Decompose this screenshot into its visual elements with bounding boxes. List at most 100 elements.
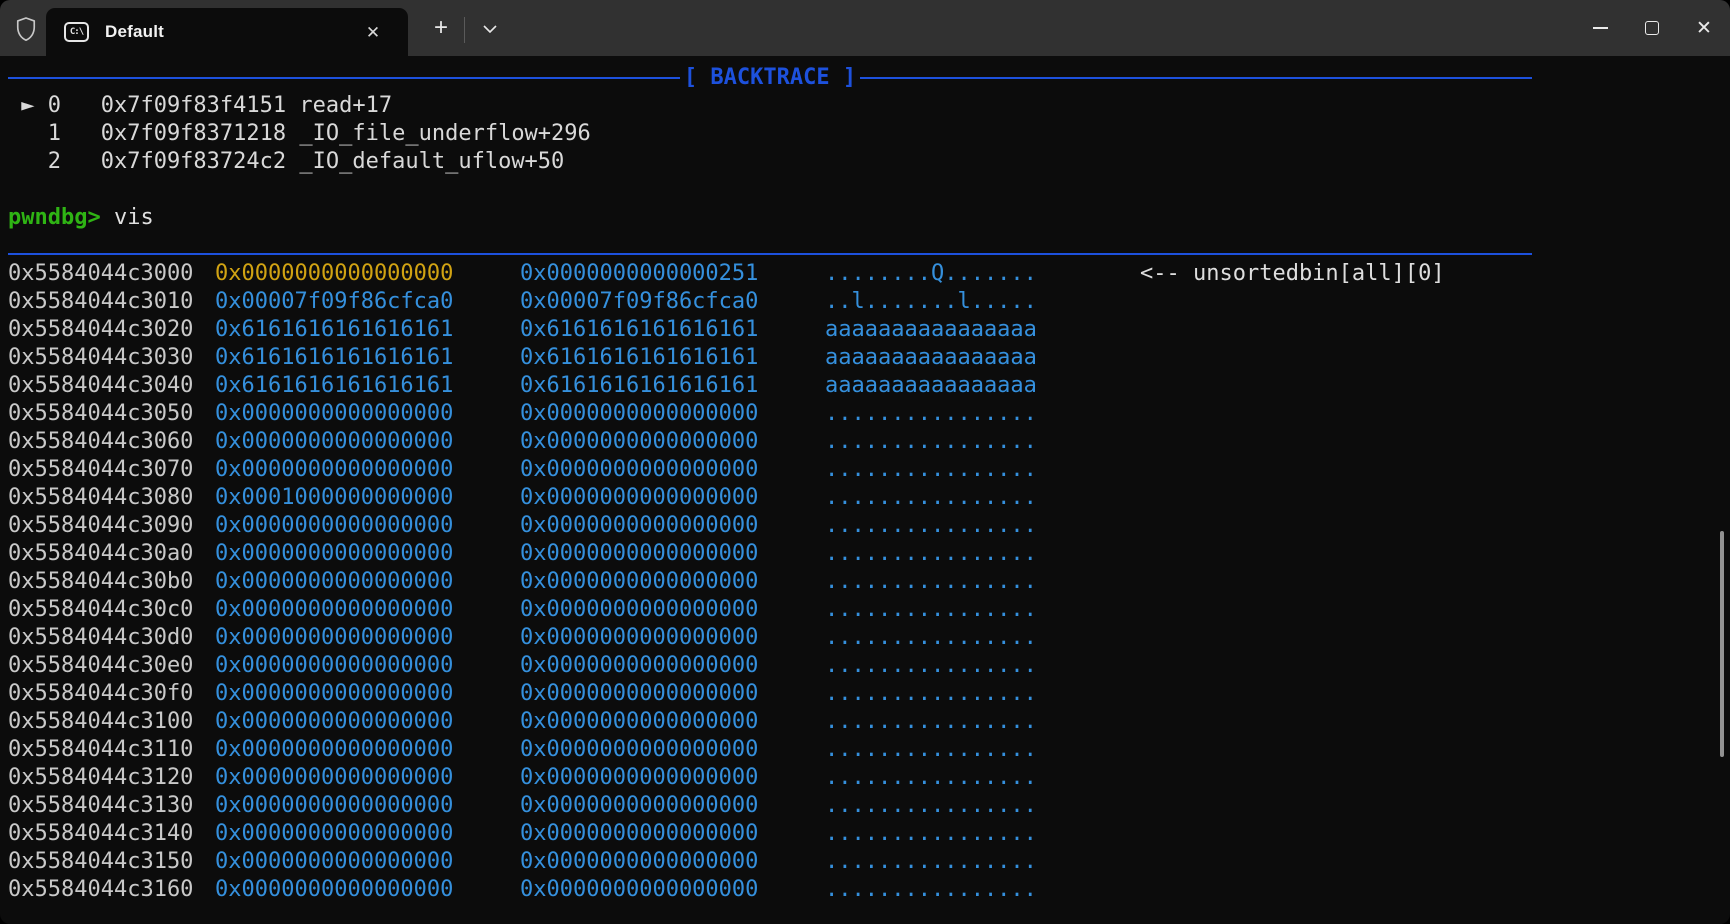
prompt-label: pwndbg> [8,205,101,230]
minimize-button[interactable] [1574,0,1626,56]
new-tab-button[interactable]: + [433,14,448,41]
heap-value-2: 0x0000000000000000 [520,457,759,482]
backtrace-header-label: [ BACKTRACE ] [683,65,857,90]
heap-ascii: ................ [825,457,1037,482]
heap-value-1: 0x0000000000000000 [215,541,454,566]
heap-value-1: 0x0000000000000000 [215,653,454,678]
tab-default[interactable]: C:\ Default ✕ [46,8,408,56]
heap-row: 0x5584044c3140 0x0000000000000000 0x000000… [8,820,1730,848]
backtrace-frame: ► 0 0x7f09f83f4151 read+17 [8,93,393,118]
heap-value-1: 0x0001000000000000 [215,485,454,510]
window-controls: ✕ [1574,0,1730,56]
heap-value-1: 0x0000000000000000 [215,681,454,706]
heap-address: 0x5584044c3010 [8,289,194,314]
backtrace-frames: ► 0 0x7f09f83f4151 read+17 1 0x7f09f8371… [8,92,1730,176]
heap-value-1: 0x0000000000000000 [215,457,454,482]
heap-value-1: 0x6161616161616161 [215,317,454,342]
heap-row: 0x5584044c30b0 0x0000000000000000 0x000000… [8,568,1730,596]
terminal-content[interactable]: [ BACKTRACE ] ► 0 0x7f09f83f4151 read+17… [0,56,1730,924]
heap-value-2: 0x0000000000000251 [520,261,759,286]
heap-row: 0x5584044c3030 0x6161616161616161 0x616161… [8,344,1730,372]
prompt-row[interactable]: pwndbg> vis [8,204,1730,232]
backtrace-frame: 1 0x7f09f8371218 _IO_file_underflow+296 [8,121,591,146]
heap-ascii: ................ [825,737,1037,762]
heap-row: 0x5584044c3120 0x0000000000000000 0x000000… [8,764,1730,792]
heap-row: 0x5584044c3070 0x0000000000000000 0x000000… [8,456,1730,484]
heap-row: 0x5584044c3010 0x00007f09f86cfca0 0x00007f… [8,288,1730,316]
heap-address: 0x5584044c3030 [8,345,194,370]
heap-ascii: ................ [825,793,1037,818]
heap-ascii: ................ [825,877,1037,902]
chevron-down-icon [483,25,497,33]
heap-value-2: 0x0000000000000000 [520,401,759,426]
heap-value-1: 0x0000000000000000 [215,429,454,454]
heap-address: 0x5584044c30f0 [8,681,194,706]
titlebar: C:\ Default ✕ + ✕ [0,0,1730,56]
command-prompt-icon: C:\ [64,22,89,42]
heap-value-1: 0x0000000000000000 [215,513,454,538]
heap-row: 0x5584044c3000 0x0000000000000000 0x000000… [8,260,1730,288]
scrollbar-thumb[interactable] [1720,531,1724,757]
heap-value-2: 0x0000000000000000 [520,653,759,678]
heap-value-1: 0x0000000000000000 [215,821,454,846]
heap-row: 0x5584044c3100 0x0000000000000000 0x000000… [8,708,1730,736]
heap-rows: 0x5584044c3000 0x0000000000000000 0x000000… [8,260,1730,904]
tab-dropdown-button[interactable] [474,14,506,44]
heap-row: 0x5584044c30c0 0x0000000000000000 0x000000… [8,596,1730,624]
heap-row: 0x5584044c3050 0x0000000000000000 0x000000… [8,400,1730,428]
heap-value-2: 0x0000000000000000 [520,737,759,762]
separator-line [8,253,1532,255]
heap-value-2: 0x0000000000000000 [520,709,759,734]
maximize-button[interactable] [1626,0,1678,56]
close-icon: ✕ [1696,17,1712,39]
titlebar-divider [464,17,465,43]
tab-close-icon[interactable]: ✕ [365,23,381,42]
close-button[interactable]: ✕ [1678,0,1730,56]
heap-row: 0x5584044c3150 0x0000000000000000 0x000000… [8,848,1730,876]
heap-ascii: ................ [825,485,1037,510]
heap-ascii: ........Q....... [825,261,1037,286]
heap-address: 0x5584044c30b0 [8,569,194,594]
heap-address: 0x5584044c3110 [8,737,194,762]
heap-ascii: ................ [825,625,1037,650]
heap-row: 0x5584044c3040 0x6161616161616161 0x616161… [8,372,1730,400]
heap-address: 0x5584044c30a0 [8,541,194,566]
heap-ascii: ................ [825,569,1037,594]
heap-ascii: ................ [825,401,1037,426]
backtrace-header: [ BACKTRACE ] [8,64,1532,92]
heap-value-1: 0x0000000000000000 [215,569,454,594]
heap-value-2: 0x0000000000000000 [520,597,759,622]
heap-value-2: 0x00007f09f86cfca0 [520,289,759,314]
blank-line [8,232,1730,260]
heap-row: 0x5584044c3090 0x0000000000000000 0x000000… [8,512,1730,540]
heap-address: 0x5584044c3000 [8,261,194,286]
heap-row: 0x5584044c3060 0x0000000000000000 0x000000… [8,428,1730,456]
heap-value-1: 0x0000000000000000 [215,597,454,622]
heap-ascii: ................ [825,653,1037,678]
heap-value-1: 0x0000000000000000 [215,849,454,874]
heap-value-2: 0x0000000000000000 [520,625,759,650]
backtrace-header-line-left [8,77,680,79]
heap-ascii: ................ [825,765,1037,790]
heap-value-1: 0x0000000000000000 [215,261,454,286]
tab-title: Default [105,22,165,41]
heap-address: 0x5584044c3140 [8,821,194,846]
backtrace-frame: 2 0x7f09f83724c2 _IO_default_uflow+50 [8,149,565,174]
heap-ascii: ................ [825,821,1037,846]
heap-value-1: 0x0000000000000000 [215,625,454,650]
heap-value-2: 0x0000000000000000 [520,485,759,510]
heap-address: 0x5584044c3160 [8,877,194,902]
admin-shield-icon [10,14,42,44]
heap-value-1: 0x6161616161616161 [215,373,454,398]
heap-address: 0x5584044c3050 [8,401,194,426]
heap-ascii: ................ [825,513,1037,538]
heap-ascii: aaaaaaaaaaaaaaaa [825,373,1037,398]
heap-address: 0x5584044c3090 [8,513,194,538]
heap-value-1: 0x0000000000000000 [215,877,454,902]
heap-address: 0x5584044c30e0 [8,653,194,678]
heap-row: 0x5584044c3130 0x0000000000000000 0x000000… [8,792,1730,820]
maximize-icon [1645,21,1659,35]
separator-row [8,176,1730,255]
heap-address: 0x5584044c30d0 [8,625,194,650]
heap-address: 0x5584044c3130 [8,793,194,818]
